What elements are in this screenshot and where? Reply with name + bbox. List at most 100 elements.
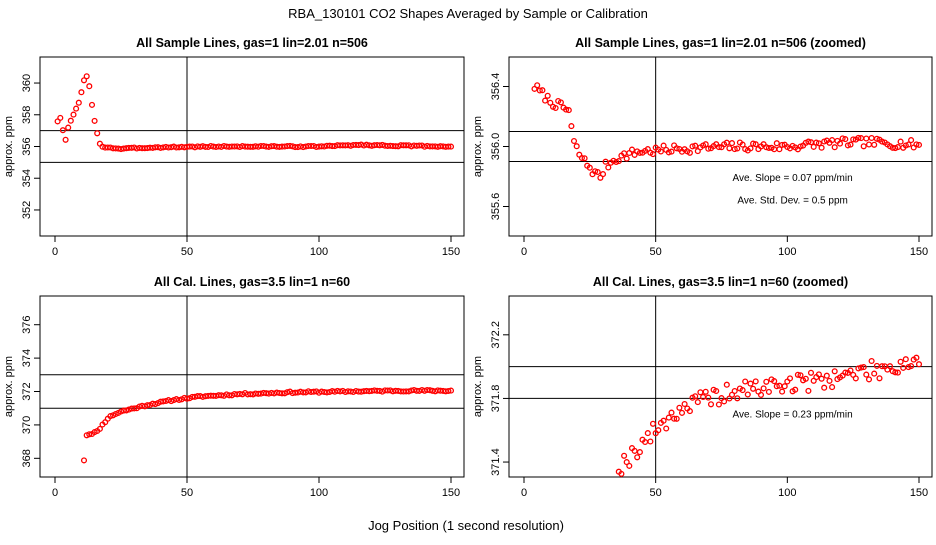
data-point — [763, 378, 770, 385]
y-tick-label: 372.2 — [490, 321, 502, 349]
data-point — [794, 371, 801, 378]
data-point — [689, 143, 696, 150]
chart-panel-4: All Cal. Lines, gas=3.5 lin=1 n=60 (zoom… — [472, 275, 933, 499]
data-point — [647, 438, 654, 445]
data-point — [447, 143, 455, 150]
data-point — [605, 164, 612, 171]
data-point — [752, 141, 759, 148]
chart-panel-1: All Sample Lines, gas=1 lin=2.01 n=506 0 5… — [3, 36, 465, 258]
data-point — [750, 385, 757, 392]
y-tick-label: 370 — [21, 416, 33, 434]
x-tick-label: 0 — [521, 246, 527, 258]
data-point — [702, 388, 709, 395]
data-point — [692, 393, 699, 400]
data-point — [721, 398, 728, 405]
data-point — [897, 138, 904, 145]
plot-frame — [39, 295, 465, 478]
data-point — [57, 114, 64, 121]
data-point — [676, 404, 683, 411]
data-point — [713, 387, 720, 395]
data-point — [879, 363, 886, 370]
data-point — [120, 407, 127, 414]
data-point — [860, 143, 867, 150]
data-point — [552, 104, 559, 112]
data-point — [671, 415, 678, 422]
y-tick-label: 356.4 — [490, 73, 502, 101]
data-point — [913, 141, 920, 148]
reference-lines — [509, 57, 932, 236]
data-point — [897, 358, 904, 365]
data-point — [615, 158, 622, 165]
y-tick-label: 355.6 — [490, 193, 502, 221]
y-axis-label: approx. ppm — [3, 116, 15, 177]
data-point — [563, 106, 570, 113]
chart-panel-3: All Cal. Lines, gas=3.5 lin=1 n=60 0 50 100… — [3, 275, 465, 499]
data-point — [784, 378, 791, 385]
data-point — [781, 383, 788, 390]
x-tick-label: 100 — [778, 246, 796, 258]
data-series — [531, 82, 923, 181]
data-point — [802, 375, 809, 382]
x-tick-label: 0 — [52, 246, 58, 258]
data-point — [871, 370, 878, 377]
data-point — [323, 389, 330, 396]
data-point — [731, 387, 738, 395]
x-tick-label: 100 — [310, 487, 328, 499]
data-point — [78, 89, 85, 96]
data-point — [810, 143, 817, 150]
data-point — [70, 111, 77, 118]
data-point — [692, 142, 699, 149]
data-point — [839, 135, 846, 142]
data-point — [573, 143, 580, 150]
y-tick-label: 374 — [21, 349, 33, 367]
data-point — [868, 357, 875, 365]
data-point — [876, 375, 883, 382]
data-point — [403, 142, 410, 149]
data-point — [570, 137, 578, 145]
y-tick-label: 358 — [21, 106, 33, 124]
data-point — [628, 146, 636, 153]
data-point — [416, 142, 423, 149]
data-point — [779, 141, 786, 148]
data-point — [123, 407, 130, 414]
chart-panel-2: All Sample Lines, gas=1 lin=2.01 n=506 (… — [472, 36, 933, 258]
data-point — [760, 385, 767, 392]
data-point — [750, 140, 757, 147]
data-point — [668, 409, 675, 416]
data-point — [176, 396, 183, 404]
data-point — [183, 395, 191, 402]
data-point — [618, 470, 625, 477]
data-point — [831, 368, 838, 375]
data-point — [747, 380, 754, 387]
data-point — [426, 387, 433, 394]
data-point — [860, 364, 867, 371]
y-axis-label: approx. ppm — [3, 356, 15, 417]
x-tick-label: 150 — [442, 487, 460, 499]
data-point — [702, 141, 709, 148]
data-point — [62, 136, 69, 143]
data-point — [447, 387, 455, 394]
data-point — [544, 92, 551, 99]
data-point — [765, 144, 772, 152]
data-point — [707, 401, 715, 408]
data-point — [660, 417, 667, 424]
data-point — [728, 140, 736, 147]
data-point — [557, 99, 564, 106]
data-point — [805, 387, 812, 394]
data-point — [879, 138, 886, 145]
data-point — [226, 392, 233, 399]
data-point — [144, 402, 151, 409]
data-point — [807, 369, 815, 376]
annotation-text: Ave. Std. Dev. = 0.5 ppm — [737, 196, 848, 207]
data-point — [547, 99, 554, 106]
data-point — [655, 427, 662, 434]
data-series — [54, 73, 455, 153]
data-point — [892, 369, 899, 376]
x-tick-label: 50 — [181, 487, 193, 499]
data-point — [67, 117, 74, 124]
data-point — [765, 388, 772, 395]
data-point — [715, 144, 722, 151]
panel-title: All Sample Lines, gas=1 lin=2.01 n=506 (… — [575, 36, 866, 50]
data-point — [894, 369, 901, 376]
